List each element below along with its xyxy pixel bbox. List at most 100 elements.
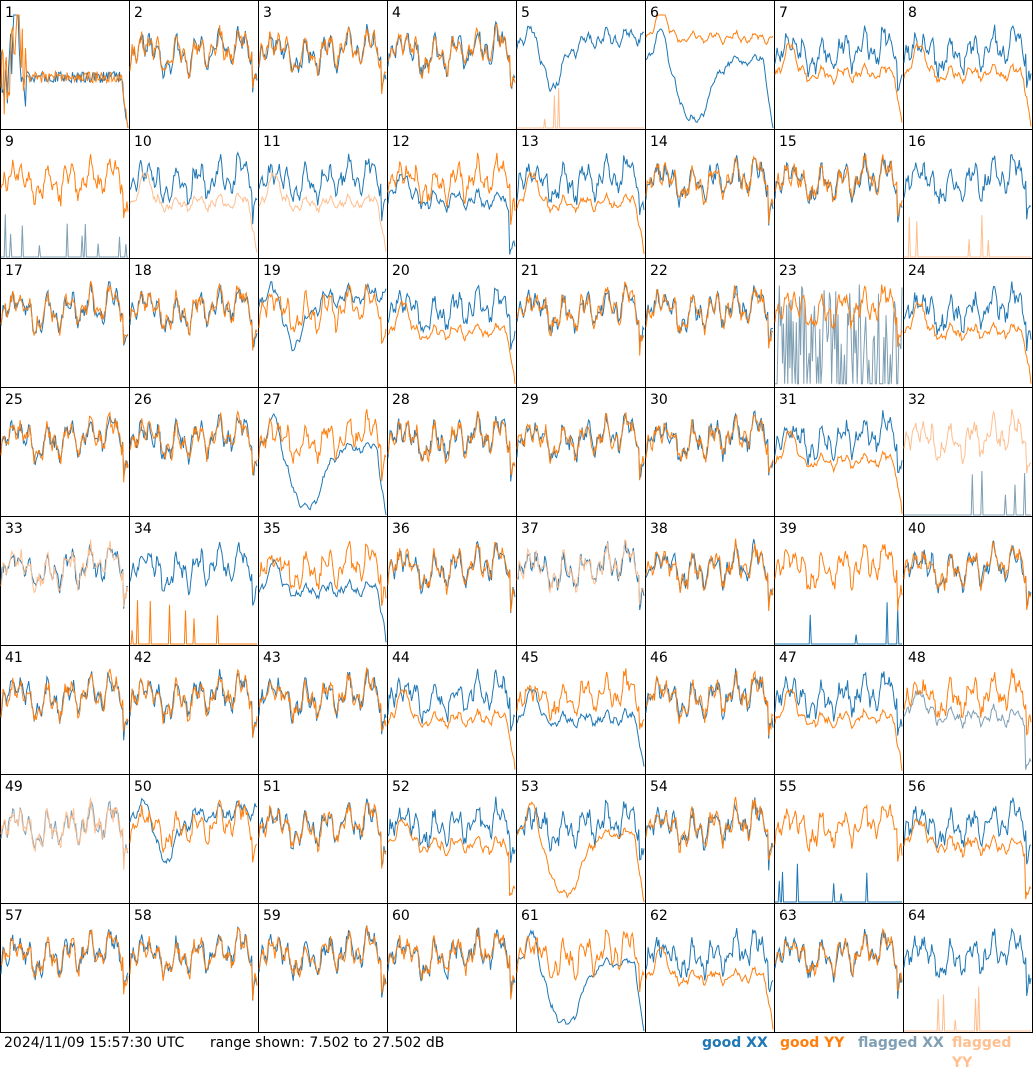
series-yy-11: [258, 171, 387, 252]
tile-label: 7: [779, 5, 788, 21]
tile-label: 28: [392, 392, 410, 408]
tile-label: 9: [5, 134, 14, 150]
tile-label: 22: [650, 263, 668, 279]
tile-31: 31: [774, 387, 904, 517]
series-xx-63: [774, 929, 903, 999]
series-yy-56: [903, 818, 1032, 900]
tile-frame: [645, 645, 775, 775]
series-xx-31: [774, 410, 903, 474]
series-xx-56: [903, 796, 1032, 865]
tile-label: 58: [134, 908, 152, 924]
series-yy-59: [258, 925, 387, 994]
series-yy-33: [0, 539, 129, 608]
tile-35: 35: [258, 516, 388, 646]
tile-frame: [645, 774, 775, 904]
series-xx-39: [775, 602, 902, 645]
series-yy-39: [774, 544, 903, 611]
tile-label: 56: [908, 779, 926, 795]
tile-59: 59: [258, 903, 388, 1033]
series-yy-49: [0, 797, 129, 870]
series-yy-47: [774, 688, 903, 771]
tile-label: 37: [521, 521, 539, 537]
series-yy-61: [516, 929, 645, 993]
tile-label: 48: [908, 650, 926, 666]
tile-label: 11: [263, 134, 281, 150]
tile-8: 8: [903, 0, 1033, 130]
tile-64: 64: [903, 903, 1033, 1033]
tile-frame: [0, 516, 130, 646]
tile-63: 63: [774, 903, 904, 1033]
tile-46: 46: [645, 645, 775, 775]
tile-37: 37: [516, 516, 646, 646]
series-xx-10: [129, 151, 258, 225]
series-yy-2: [129, 25, 258, 88]
tile-frame: [903, 387, 1033, 517]
tile-53: 53: [516, 774, 646, 904]
series-yy-12: [387, 152, 516, 225]
tile-22: 22: [645, 258, 775, 388]
tile-frame: [387, 0, 517, 130]
series-yy-22: [645, 285, 774, 349]
tile-label: 5: [521, 5, 530, 21]
tile-16: 16: [903, 129, 1033, 259]
series-xx-8: [903, 24, 1032, 88]
tile-frame: [516, 903, 646, 1033]
tile-frame: [0, 387, 130, 517]
tile-label: 15: [779, 134, 797, 150]
tile-label: 8: [908, 5, 917, 21]
tile-40: 40: [903, 516, 1033, 646]
tile-label: 14: [650, 134, 668, 150]
series-yy-44: [387, 689, 516, 770]
tile-label: 32: [908, 392, 926, 408]
tile-frame: [387, 903, 517, 1033]
tile-frame: [0, 903, 130, 1033]
tile-frame: [774, 645, 904, 775]
tile-38: 38: [645, 516, 775, 646]
tile-label: 19: [263, 263, 281, 279]
series-yy-30: [645, 414, 774, 473]
tile-51: 51: [258, 774, 388, 904]
tile-33: 33: [0, 516, 130, 646]
series-yy-52: [387, 818, 516, 897]
legend-flagged-yy: flagged YY: [952, 1035, 1012, 1071]
series-yy-9: [0, 154, 129, 219]
tile-41: 41: [0, 645, 130, 775]
footer: 2024/11/09 15:57:30 UTC range shown: 7.5…: [0, 1033, 1033, 1071]
tile-frame: [129, 0, 259, 130]
series-xx-64: [903, 927, 1032, 996]
timestamp: 2024/11/09 15:57:30 UTC: [4, 1035, 185, 1051]
tile-32: 32: [903, 387, 1033, 517]
series-xx-62: [645, 928, 774, 993]
tile-15: 15: [774, 129, 904, 259]
tile-frame: [645, 258, 775, 388]
series-yy-29: [516, 412, 645, 481]
tile-48: 48: [903, 645, 1033, 775]
tile-frame: [0, 0, 130, 130]
series-yy-27: [258, 409, 387, 482]
tile-frame: [645, 129, 775, 259]
tile-frame: [258, 645, 388, 775]
tile-frame: [258, 903, 388, 1033]
series-yy-45: [516, 668, 645, 730]
tile-label: 53: [521, 779, 539, 795]
tile-25: 25: [0, 387, 130, 517]
tile-frame: [129, 774, 259, 904]
series-yy-17: [0, 280, 129, 345]
series-yy-14: [645, 155, 774, 224]
tile-3: 3: [258, 0, 388, 130]
series-yy-28: [387, 410, 516, 476]
tile-61: 61: [516, 903, 646, 1033]
tile-label: 30: [650, 392, 668, 408]
tile-label: 44: [392, 650, 410, 666]
tile-label: 41: [5, 650, 23, 666]
tile-label: 6: [650, 5, 659, 21]
tile-label: 13: [521, 134, 539, 150]
tile-label: 12: [392, 134, 410, 150]
series-yy-38: [645, 538, 774, 612]
series-yy-48: [903, 668, 1032, 736]
tile-7: 7: [774, 0, 904, 130]
tile-label: 40: [908, 521, 926, 537]
tile-frame: [516, 774, 646, 904]
tile-label: 25: [5, 392, 23, 408]
